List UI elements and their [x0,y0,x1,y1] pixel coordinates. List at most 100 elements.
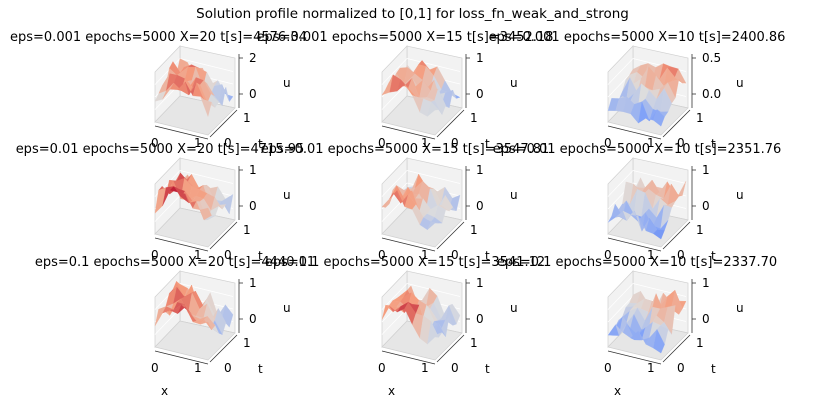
grid-line [607,295,634,323]
t-tick-label: 1 [470,336,478,350]
x-axis-line [381,350,436,365]
t-tick-label: 0 [677,248,685,262]
surface-facet [653,328,665,354]
x-tick-label: 1 [421,248,429,262]
u-axis-label: u [736,188,744,202]
x-axis-label: x [161,384,168,398]
x-tick-label: 1 [194,136,202,150]
grid-line [154,58,181,85]
t-tick-label: 1 [243,223,251,237]
t-axis-label: t [485,249,490,263]
x-axis-line [381,125,436,140]
t-axis-line [209,109,238,138]
surface-facet [427,321,439,345]
grid-line [607,58,634,85]
u-axis-label: u [283,301,291,315]
t-tick-label: 0 [224,136,232,150]
t-axis-line [209,221,238,250]
x-tick-label: 0 [151,361,159,375]
x-tick-label: 0 [378,248,386,262]
t-tick-label: 0 [451,136,459,150]
x-tick-label: 1 [194,248,202,262]
surface-facet [427,221,439,230]
grid-line [179,170,234,184]
t-axis-label: t [258,249,263,263]
x-tick-label: 0 [151,136,159,150]
t-tick-label: 1 [696,223,704,237]
u-tick-label: 0 [249,199,257,213]
panel-title-7: eps=0.1 epochs=5000 X=20 t[s]=4440.11 [34,255,316,270]
panel-title-2: eps=0.001 epochs=5000 X=15 t[s]=3452.18 [256,30,554,45]
surface-facet [200,96,212,117]
grid-line [607,170,634,197]
t-tick-label: 1 [470,111,478,125]
t-axis-line [436,109,465,138]
grid-line [179,58,234,72]
x-tick-label: 0 [604,361,612,375]
t-tick-label: 0 [451,248,459,262]
x-tick-label: 1 [194,361,202,375]
x-tick-label: 0 [378,136,386,150]
floor-pane [154,207,236,248]
x-tick-label: 0 [604,248,612,262]
panel-title-8: eps=0.1 epochs=5000 X=15 t[s]=3541.12 [264,255,546,270]
u-axis-label: u [736,301,744,315]
grid-line [632,283,687,297]
t-tick-label: 1 [243,336,251,350]
x-tick-label: 1 [647,248,655,262]
u-tick-label: 0 [476,199,484,213]
surface-plot-3: 0 1 010.50.0ut [604,45,744,151]
x-tick-label: 0 [604,136,612,150]
x-axis-line [154,125,209,140]
x-tick-label: 1 [421,136,429,150]
u-tick-label: 0 [249,312,257,326]
x-axis-label: x [388,384,395,398]
surface-facet [199,319,212,330]
u-tick-label: 0 [476,87,484,101]
x-tick-label: 1 [421,361,429,375]
t-tick-label: 0 [677,136,685,150]
u-tick-label: 0 [702,312,710,326]
u-tick-label: 1 [476,163,484,177]
grid-line [607,283,634,310]
t-tick-label: 0 [451,361,459,375]
u-axis-label: u [736,76,744,90]
u-tick-label: 2 [249,51,257,65]
t-tick-label: 1 [470,223,478,237]
t-axis-line [662,109,691,138]
grid-line [381,170,408,197]
t-axis-label: t [711,137,716,151]
t-tick-label: 1 [696,336,704,350]
u-axis-label: u [510,301,518,315]
u-axis-label: u [283,188,291,202]
t-axis-label: t [711,249,716,263]
grid-line [179,283,234,297]
grid-line [406,58,461,72]
u-tick-label: 1 [476,276,484,290]
panel-title-9: eps=0.1 epochs=5000 X=10 t[s]=2337.70 [496,255,778,270]
panel-title-3: eps=0.001 epochs=5000 X=10 t[s]=2400.86 [488,30,786,45]
panel-title-4: eps=0.01 epochs=5000 X=20 t[s]=4715.95 [15,142,305,157]
x-axis-label: x [614,384,621,398]
x-tick-label: 0 [378,361,386,375]
panel-title-5: eps=0.01 epochs=5000 X=15 t[s]=3547.81 [260,142,550,157]
surface-facet [653,229,665,240]
u-tick-label: 1 [702,163,710,177]
t-axis-label: t [711,362,716,376]
u-axis-label: u [283,76,291,90]
grid-line [607,70,634,98]
panel-title-6: eps=0.01 epochs=5000 X=10 t[s]=2351.76 [492,142,782,157]
figure-suptitle: Solution profile normalized to [0,1] for… [196,6,629,22]
t-tick-label: 0 [677,361,685,375]
t-tick-label: 0 [224,361,232,375]
t-tick-label: 0 [224,248,232,262]
grid-line [381,58,408,85]
t-axis-line [436,334,465,363]
